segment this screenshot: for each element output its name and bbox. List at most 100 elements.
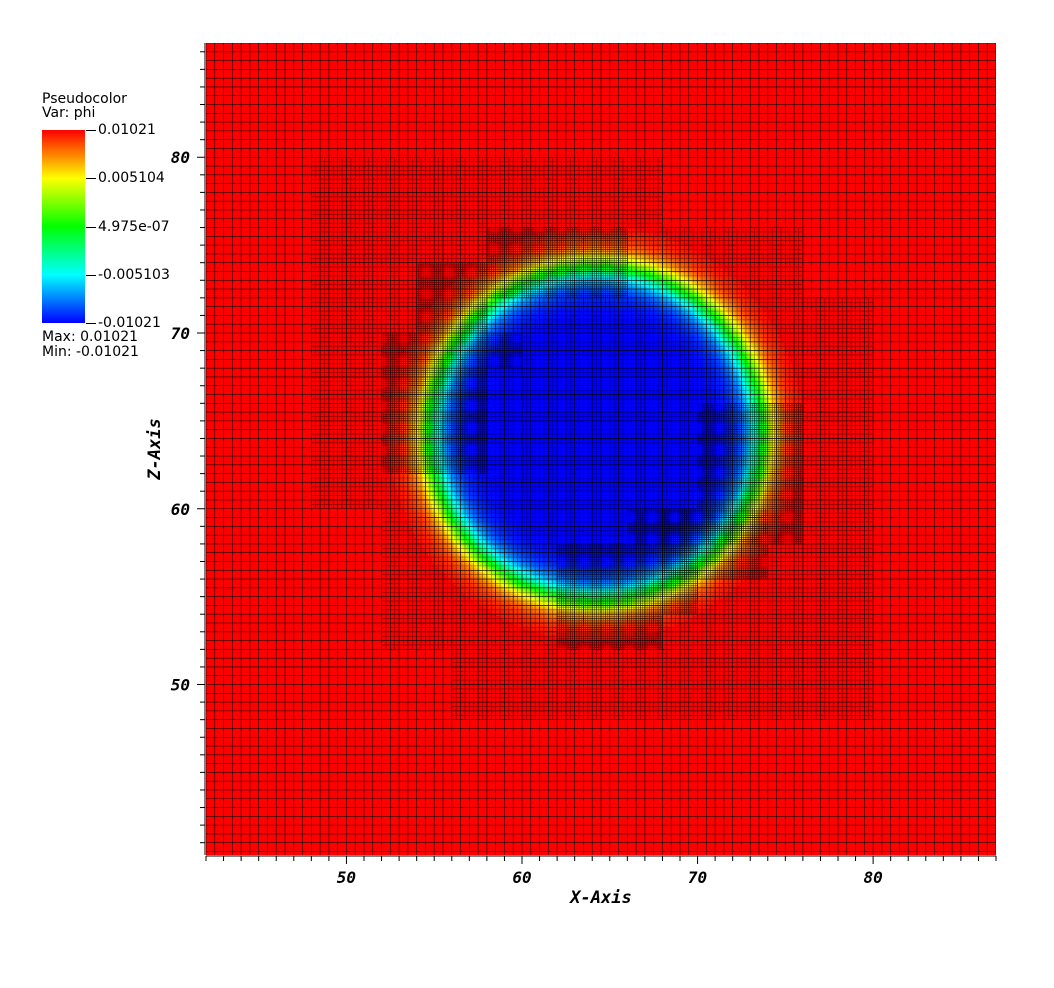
field-cell: [443, 433, 446, 436]
field-cell: [399, 400, 402, 403]
field-cell: [410, 349, 413, 353]
field-cell: [423, 483, 426, 487]
field-cell: [399, 417, 402, 421]
field-cell: [405, 409, 409, 412]
field-cell: [440, 420, 444, 423]
field-cell: [445, 556, 448, 559]
field-cell: [392, 446, 396, 449]
field-cell: [407, 417, 411, 421]
field-cell: [392, 474, 396, 478]
field-cell: [401, 376, 404, 379]
field-cell: [410, 503, 413, 507]
field-cell: [418, 356, 422, 359]
field-cell: [425, 479, 429, 482]
field-cell: [396, 406, 400, 410]
field-cell: [445, 547, 448, 551]
field-cell: [414, 510, 418, 513]
field-cell: [440, 327, 444, 331]
field-cell: [399, 455, 402, 458]
field-cell: [425, 332, 429, 335]
field-cell: [405, 461, 409, 465]
field-cell: [392, 452, 396, 456]
field-cell: [423, 411, 426, 414]
field-cell: [443, 545, 446, 548]
field-cell: [436, 354, 440, 357]
field-cell: [390, 409, 393, 412]
field-cell: [445, 422, 448, 425]
field-cell: [403, 474, 407, 478]
field-cell: [436, 378, 440, 381]
field-cell: [425, 485, 429, 489]
field-cell: [403, 499, 407, 502]
field-cell: [436, 424, 440, 427]
field-cell: [412, 395, 415, 399]
field-cell: [401, 409, 404, 412]
field-cell: [414, 507, 418, 511]
field-cell: [436, 444, 440, 447]
field-cell: [443, 483, 446, 487]
field-cell: [423, 459, 426, 463]
field-cell: [421, 373, 424, 377]
field-cell: [432, 488, 435, 491]
field-cell: [418, 455, 422, 458]
field-cell: [440, 461, 444, 465]
field-cell: [429, 536, 433, 540]
field-cell: [434, 538, 437, 542]
field-cell: [438, 338, 442, 342]
field-cell: [425, 483, 429, 487]
field-cell: [407, 358, 411, 362]
field-cell: [390, 455, 393, 458]
field-cell: [418, 501, 422, 504]
field-cell: [434, 494, 437, 498]
field-cell: [401, 378, 404, 381]
field-cell: [440, 518, 444, 522]
field-cell: [443, 532, 446, 535]
field-cell: [434, 387, 437, 390]
field-cell: [412, 398, 415, 401]
field-cell: [429, 483, 433, 487]
field-cell: [429, 384, 433, 388]
field-cell: [405, 455, 409, 458]
field-cell: [425, 316, 429, 320]
field-cell: [432, 376, 435, 379]
field-cell: [390, 415, 393, 419]
field-cell: [405, 382, 409, 386]
field-cell: [425, 323, 429, 326]
field-cell: [401, 472, 404, 476]
field-cell: [445, 413, 448, 417]
field-cell: [405, 362, 409, 366]
field-cell: [438, 321, 442, 324]
field-cell: [423, 422, 426, 425]
field-cell: [443, 327, 446, 331]
field-cell: [396, 472, 400, 476]
field-cell: [429, 505, 433, 509]
field-cell: [392, 424, 396, 427]
field-cell: [423, 501, 426, 504]
field-cell: [423, 525, 426, 529]
field-cell: [414, 417, 418, 421]
field-cell: [414, 466, 418, 469]
field-cell: [410, 426, 413, 430]
field-cell: [423, 510, 426, 513]
field-cell: [421, 529, 424, 533]
field-cell: [414, 334, 418, 337]
field-cell: [434, 479, 437, 482]
field-cell: [414, 516, 418, 520]
field-cell: [403, 409, 407, 412]
field-cell: [403, 466, 407, 469]
field-cell: [445, 540, 448, 544]
field-cell: [412, 439, 415, 443]
field-cell: [396, 402, 400, 406]
field-cell: [429, 310, 433, 313]
field-cell: [401, 393, 404, 397]
field-cell: [403, 461, 407, 465]
field-cell: [429, 532, 433, 535]
field-cell: [421, 415, 424, 419]
field-cell: [418, 371, 422, 375]
field-cell: [418, 503, 422, 507]
field-cell: [427, 371, 431, 375]
field-cell: [418, 420, 422, 423]
field-cell: [432, 334, 435, 337]
